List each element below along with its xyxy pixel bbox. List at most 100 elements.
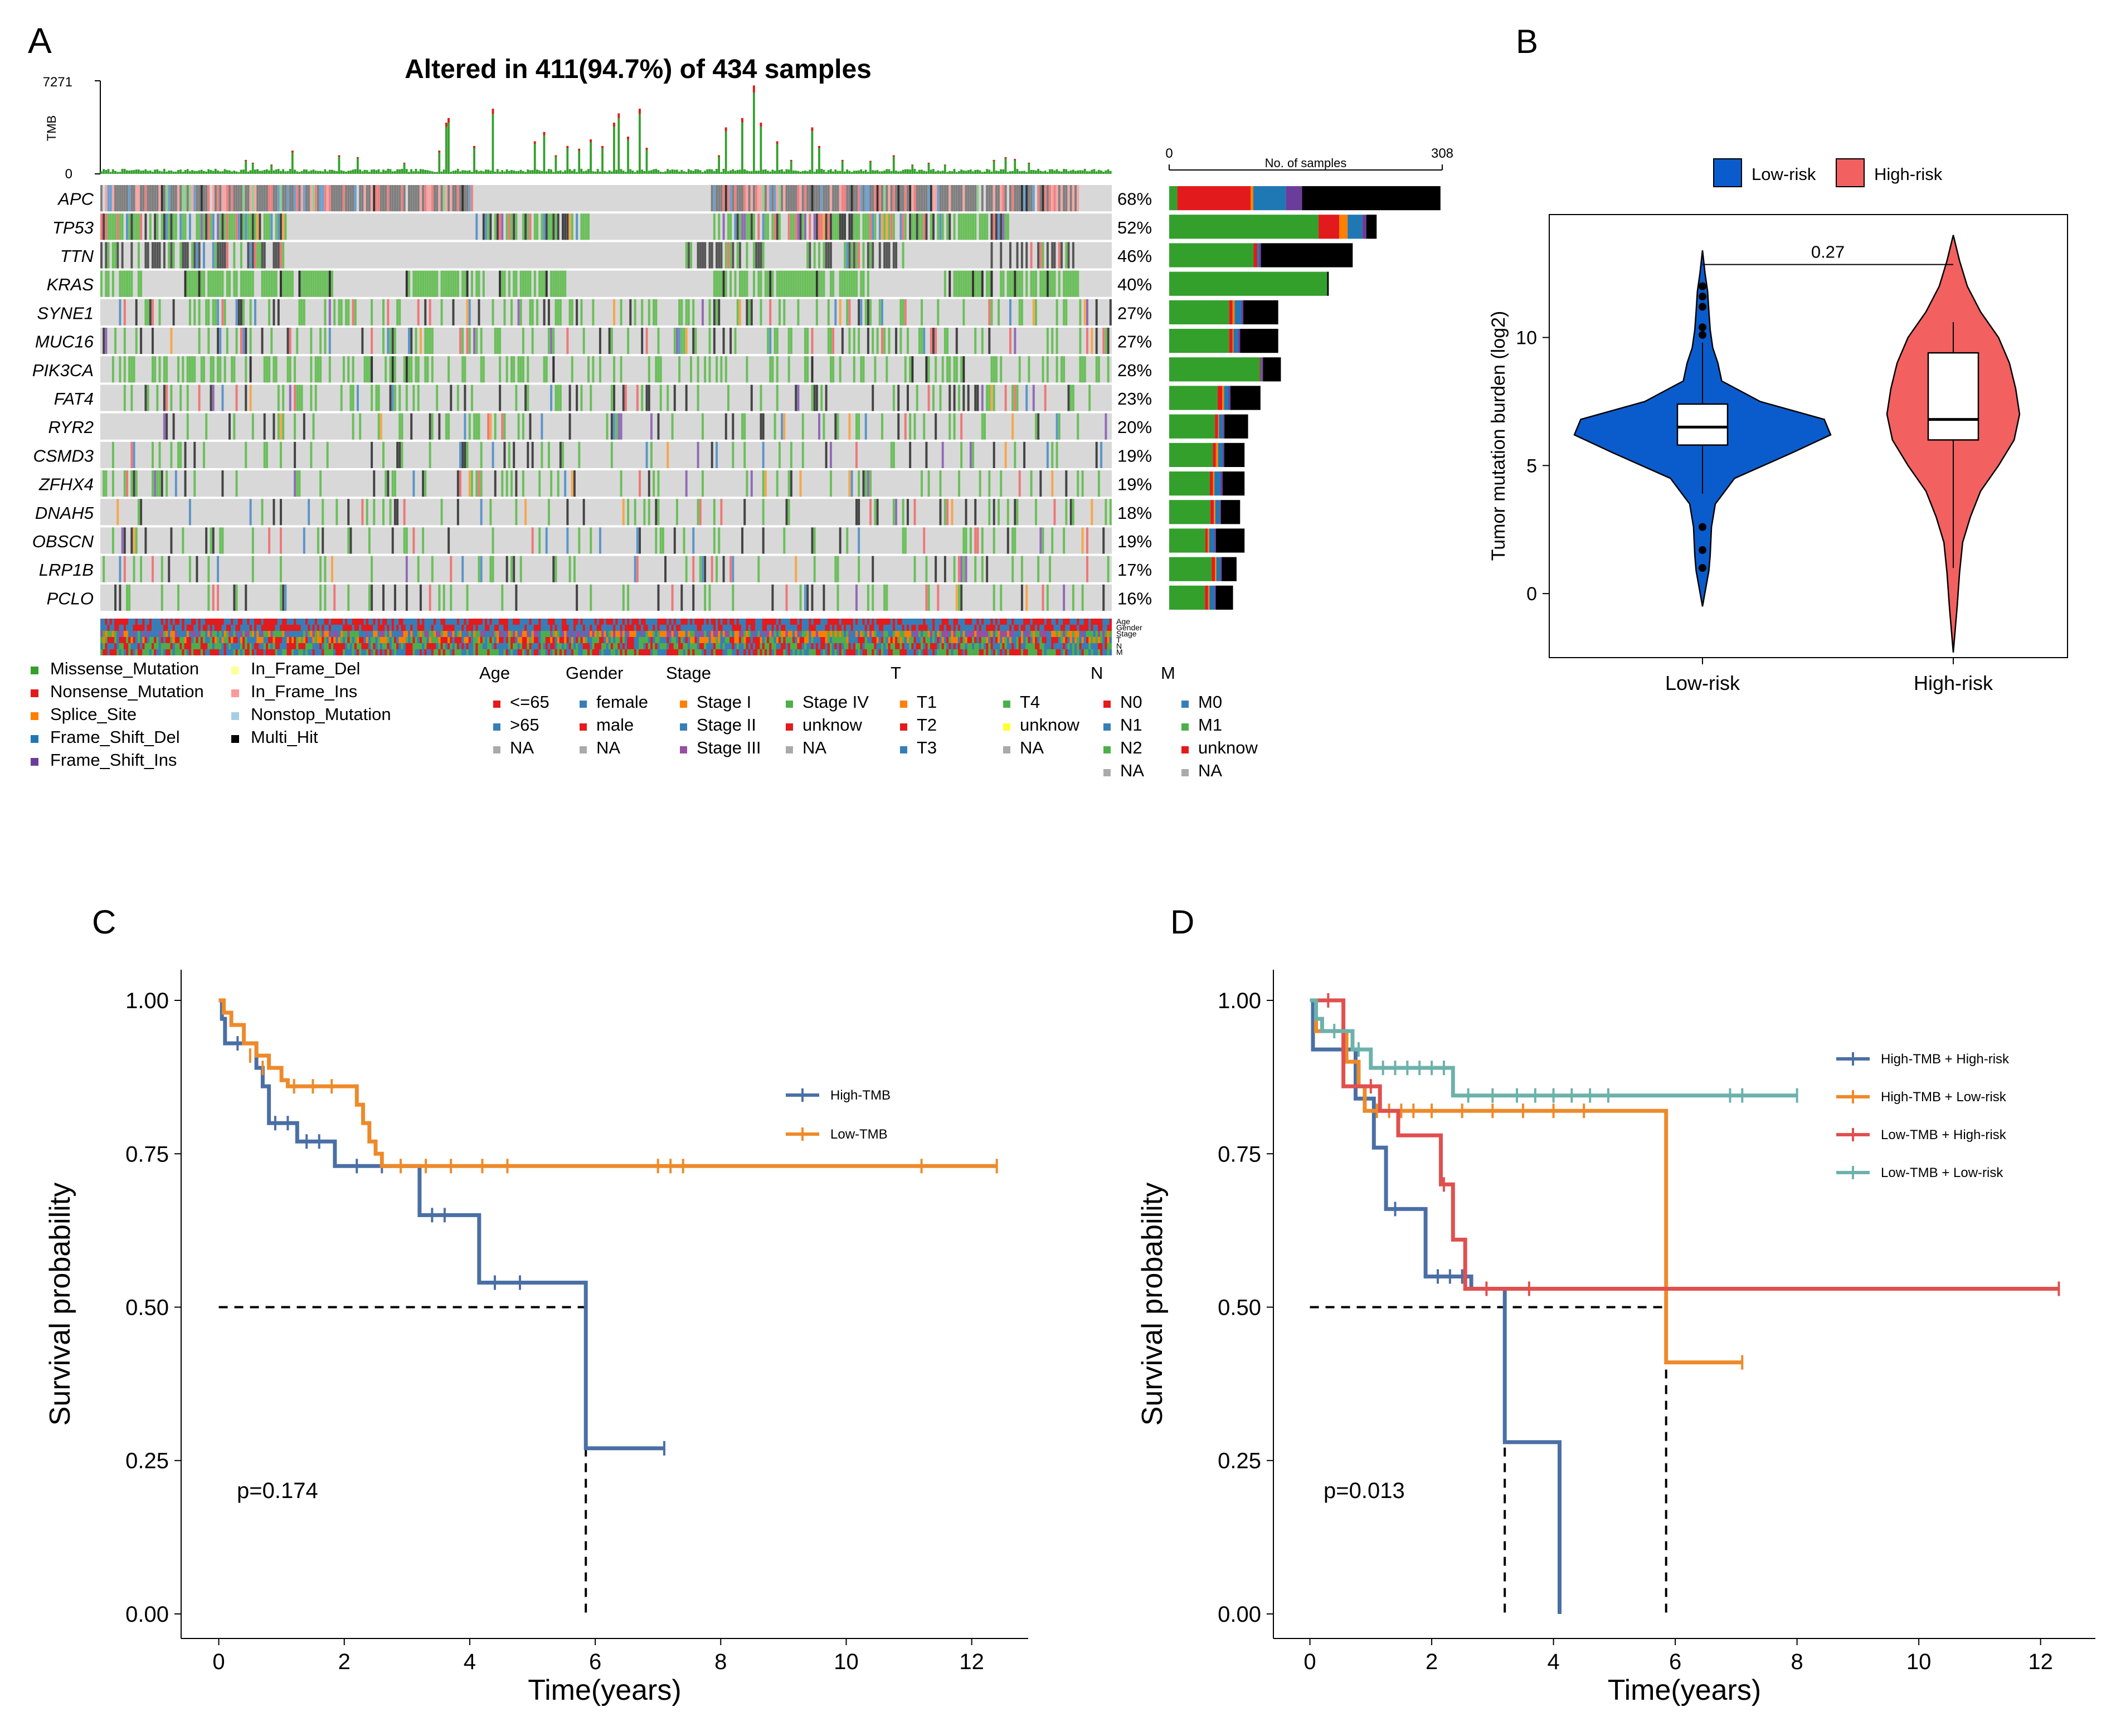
mutation-cell xyxy=(960,270,963,297)
mutation-cell xyxy=(757,185,760,212)
mutation-cell xyxy=(981,556,984,582)
clinical-cell xyxy=(993,619,995,625)
clinical-cell xyxy=(212,631,215,637)
mutation-cell xyxy=(960,584,963,611)
clinical-cell xyxy=(918,625,921,631)
tmb-bar xyxy=(653,169,655,174)
mutation-cell xyxy=(149,299,152,325)
clinical-cell xyxy=(531,637,534,643)
clinical-cell xyxy=(135,619,138,625)
mutation-cell xyxy=(806,242,809,269)
mutation-cell xyxy=(746,242,748,269)
mutation-cell xyxy=(121,185,124,212)
clinical-cell xyxy=(123,643,127,649)
clinical-cell xyxy=(1028,625,1030,631)
mutation-cell xyxy=(841,328,844,354)
mutation-cell xyxy=(501,270,504,297)
tmb-bar xyxy=(231,171,233,174)
mutation-cell xyxy=(247,242,250,269)
mutation-cell xyxy=(303,299,305,325)
mutation-cell xyxy=(1051,270,1054,297)
clinical-cell xyxy=(426,619,429,625)
clinical-cell xyxy=(704,619,707,625)
clinical-cell xyxy=(177,649,180,655)
mutation-cell xyxy=(650,413,653,440)
clinical-cell xyxy=(522,619,525,625)
clinical-cell xyxy=(121,631,124,637)
tmb-bar xyxy=(454,170,457,174)
mutation-cell xyxy=(184,270,187,297)
clinical-cell xyxy=(1025,619,1028,625)
clinical-cell xyxy=(347,643,350,649)
clinical-cell xyxy=(590,649,592,655)
clinical-cell xyxy=(119,619,121,625)
mutation-cell xyxy=(410,328,413,354)
clinical-cell xyxy=(718,637,721,643)
clinical-cell xyxy=(1006,619,1010,625)
gene-row: PCLO 16% xyxy=(47,584,1152,611)
clinical-cell xyxy=(678,649,681,655)
mutation-cell xyxy=(923,213,926,240)
tmb-bar xyxy=(748,171,751,174)
clinical-cell xyxy=(445,625,448,631)
clinical-cell xyxy=(578,643,581,649)
mutation-cell xyxy=(1072,499,1074,526)
clinical-cell xyxy=(639,649,641,655)
tmb-bar xyxy=(659,172,662,174)
mutation-cell xyxy=(410,185,413,212)
tmb-bar-cap xyxy=(533,141,536,144)
mutation-cell xyxy=(874,185,877,212)
clinical-cell xyxy=(240,649,243,655)
mutation-cell xyxy=(1004,185,1007,212)
tmb-bar xyxy=(389,169,392,174)
clinical-cell xyxy=(694,649,697,655)
clinical-cell xyxy=(720,625,723,631)
clinical-cell xyxy=(781,631,784,637)
clinical-cell xyxy=(412,637,415,643)
tmb-bar xyxy=(713,171,716,174)
tmb-bar xyxy=(221,171,224,174)
mutation-cell xyxy=(140,270,143,297)
clinical-cell xyxy=(1016,625,1019,631)
clinical-cell xyxy=(380,643,383,649)
clinical-cell xyxy=(864,631,867,637)
mutation-cell xyxy=(641,328,644,354)
clinical-cell xyxy=(941,643,944,649)
clinical-cell xyxy=(659,625,662,631)
mutation-cell xyxy=(536,299,539,325)
clinical-cell xyxy=(393,619,397,625)
clinical-cell xyxy=(1105,637,1107,643)
mutation-cell xyxy=(503,441,506,468)
mutation-cell xyxy=(466,441,469,468)
tmb-bar xyxy=(152,172,154,174)
mutation-cell xyxy=(1079,356,1082,383)
clinical-cell xyxy=(1053,637,1056,643)
mutation-cell xyxy=(858,242,860,269)
clinical-cell xyxy=(205,637,208,643)
clinical-cell xyxy=(608,619,611,625)
mutation-cell xyxy=(531,441,534,468)
tmb-bar xyxy=(648,171,650,174)
mutation-cell xyxy=(983,213,986,240)
clinical-cell xyxy=(615,649,618,655)
mutation-cell xyxy=(648,470,650,497)
clinical-cell xyxy=(154,619,157,625)
clinical-cell xyxy=(1058,631,1061,637)
mutation-cell xyxy=(461,441,464,468)
tmb-bar-cap xyxy=(724,127,727,132)
clinical-cell xyxy=(366,649,368,655)
mutation-cell xyxy=(892,441,895,468)
clinical-cell xyxy=(815,637,819,643)
clinical-cell xyxy=(955,637,959,643)
clinical-cell xyxy=(543,643,546,649)
mutation-cell xyxy=(1037,242,1040,269)
clinical-cell xyxy=(210,619,212,625)
mutation-cell xyxy=(431,413,434,440)
mutation-cell xyxy=(137,242,140,269)
mutation-cell xyxy=(240,299,242,325)
mutation-cell xyxy=(466,584,469,611)
mutation-cell xyxy=(564,270,567,297)
clinical-cell xyxy=(552,649,555,655)
mutation-cell xyxy=(494,470,497,497)
clinical-cell xyxy=(825,637,828,643)
